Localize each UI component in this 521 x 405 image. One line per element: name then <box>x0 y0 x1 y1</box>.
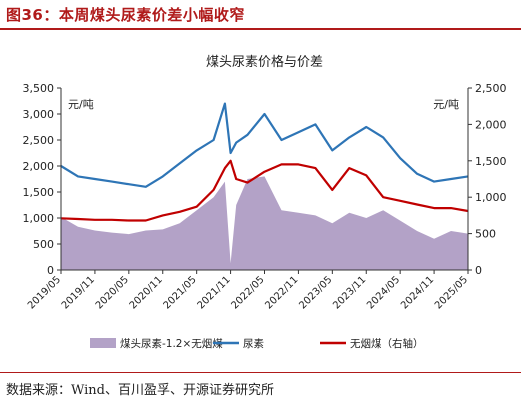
legend-label-anthracite: 无烟煤（右轴） <box>350 337 424 350</box>
right-tick-label: 500 <box>475 228 496 241</box>
x-tick-label: 2021/05 <box>162 274 199 311</box>
legend-swatch-spread <box>90 338 116 348</box>
x-tick-label: 2021/11 <box>196 274 233 311</box>
x-tick-label: 2019/11 <box>60 274 97 311</box>
series-line-urea <box>60 102 469 188</box>
title-rule <box>0 28 521 30</box>
left-tick-label: 0 <box>47 264 54 277</box>
right-axis-unit: 元/吨 <box>433 98 459 111</box>
legend-label-urea: 尿素 <box>243 337 264 350</box>
left-tick-label: 1,500 <box>23 186 55 199</box>
right-tick-label: 1,500 <box>475 155 507 168</box>
series-line-anthracite <box>60 159 469 222</box>
left-tick-label: 2,500 <box>23 134 55 147</box>
right-tick-label: 2,500 <box>475 82 507 95</box>
right-tick-label: 0 <box>475 264 482 277</box>
left-axis-unit: 元/吨 <box>68 98 94 111</box>
chart-title: 煤头尿素价格与价差 <box>206 54 323 70</box>
legend-label-spread: 煤头尿素-1.2×无烟煤 <box>120 337 223 350</box>
left-tick-label: 2,000 <box>23 160 55 173</box>
left-tick-label: 1,000 <box>23 212 55 225</box>
right-tick-label: 2,000 <box>475 118 507 131</box>
x-tick-label: 2020/05 <box>94 274 131 311</box>
x-tick-label: 2020/11 <box>128 274 165 311</box>
left-tick-label: 500 <box>33 238 54 251</box>
x-tick-label: 2019/05 <box>26 274 63 311</box>
right-tick-label: 1,000 <box>475 191 507 204</box>
x-tick-label: 2023/05 <box>297 274 334 311</box>
x-tick-label: 2023/11 <box>331 274 368 311</box>
x-tick-label: 2024/05 <box>365 274 402 311</box>
left-tick-label: 3,500 <box>23 82 55 95</box>
data-source: 数据来源：Wind、百川盈孚、开源证券研究所 <box>6 383 274 398</box>
series-area-spread <box>61 176 468 270</box>
x-tick-label: 2022/05 <box>229 274 266 311</box>
left-tick-label: 3,000 <box>23 108 55 121</box>
figure-label: 图36：本周煤头尿素价差小幅收窄 <box>6 6 245 24</box>
x-tick-label: 2022/11 <box>263 274 300 311</box>
x-tick-label: 2025/05 <box>433 274 470 311</box>
source-rule <box>0 372 521 373</box>
x-tick-label: 2024/11 <box>399 274 436 311</box>
